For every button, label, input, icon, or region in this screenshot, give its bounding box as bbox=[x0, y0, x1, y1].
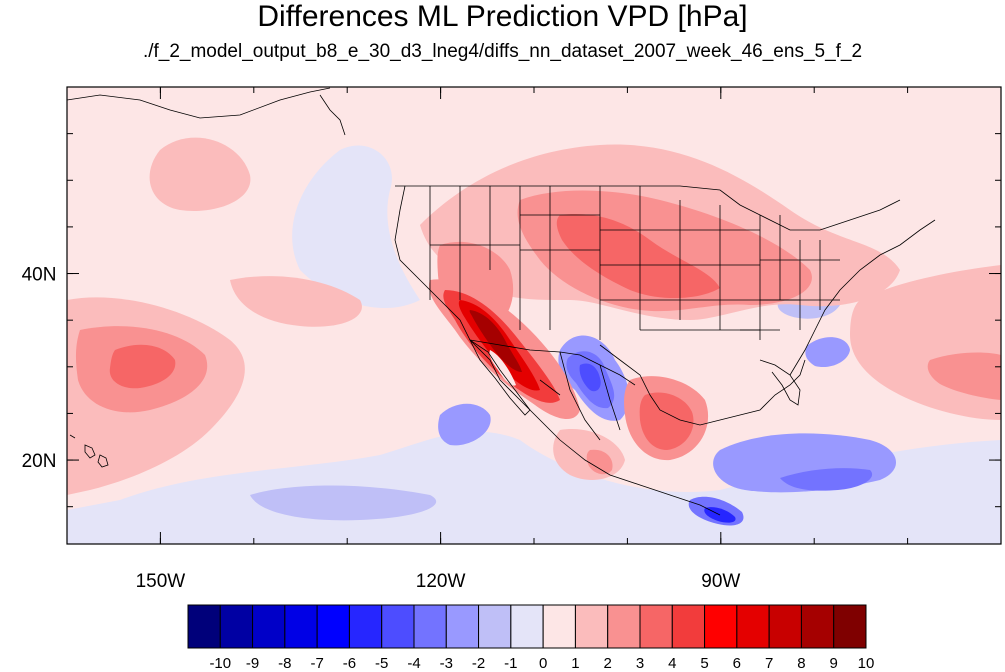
map-ticks bbox=[66, 86, 1002, 544]
colorbar-label: -6 bbox=[343, 655, 356, 672]
state-lines-west bbox=[429, 186, 600, 330]
positive-anomaly-regions bbox=[67, 137, 1001, 495]
red-region-baja-inner bbox=[489, 350, 516, 386]
colorbar-swatch bbox=[736, 604, 770, 649]
colorbar-swatch bbox=[348, 604, 383, 649]
x-tick-label: 90W bbox=[701, 571, 740, 592]
colorbar-swatch bbox=[574, 604, 609, 649]
colorbar-swatch bbox=[316, 604, 350, 649]
red-region-pacific-coast-south bbox=[586, 449, 613, 475]
colorbar-label: -3 bbox=[440, 655, 453, 672]
blue-region-caribbean-core bbox=[780, 468, 873, 491]
red-region-gulf-core bbox=[639, 392, 694, 450]
colorbar-label: -1 bbox=[504, 655, 517, 672]
colorbar-swatch bbox=[542, 604, 576, 649]
mexico-state-lines bbox=[539, 351, 621, 441]
colorbar-swatch bbox=[445, 604, 480, 649]
map-plot-area bbox=[67, 87, 1001, 544]
colorbar-swatch bbox=[607, 604, 641, 649]
colorbar-label: 5 bbox=[700, 655, 708, 672]
political-boundaries bbox=[67, 87, 936, 516]
blue-region-east-pacific-band bbox=[250, 485, 437, 521]
colorbar-label: 2 bbox=[604, 655, 612, 672]
colorbar-label: 10 bbox=[858, 655, 875, 672]
negative-anomaly-regions bbox=[67, 145, 1001, 544]
colorbar-label: -7 bbox=[310, 655, 323, 672]
colorbar-swatch bbox=[510, 604, 544, 649]
colorbar-label: -9 bbox=[246, 655, 259, 672]
y-tick-label: 20N bbox=[22, 451, 57, 472]
x-tick-label: 120W bbox=[416, 571, 466, 592]
state-lines-east bbox=[740, 215, 840, 331]
colorbar-labels: -10 -9 -8 -7 -6 -5 -4 -3 -2 -1 0 1 2 3 4 5 6 7 8 9 10 bbox=[209, 655, 874, 672]
gulf-coastline bbox=[599, 344, 806, 426]
colorbar-swatch bbox=[284, 604, 318, 649]
colorbar-swatch bbox=[833, 604, 867, 649]
blue-region-baja-offshore bbox=[438, 403, 491, 446]
blue-region-subtropical-pacific bbox=[292, 145, 420, 309]
colorbar-swatch bbox=[800, 604, 835, 649]
colorbar-label: -2 bbox=[472, 655, 485, 672]
colorbar-label: 1 bbox=[571, 655, 579, 672]
colorbar-swatch bbox=[704, 604, 738, 649]
colorbar-swatch bbox=[219, 604, 254, 649]
colorbar-label: 0 bbox=[539, 655, 547, 672]
us-mexico-border bbox=[469, 339, 636, 386]
colorbar-swatch bbox=[381, 604, 415, 649]
colorbar-label: 9 bbox=[830, 655, 838, 672]
colorbar-swatch bbox=[252, 604, 286, 649]
red-region-california-peak bbox=[469, 310, 522, 372]
colorbar-swatch bbox=[478, 604, 512, 649]
red-region-hawaii-core bbox=[109, 344, 176, 389]
blue-region-northern-mexico-peak bbox=[579, 363, 601, 392]
colorbar-swatch bbox=[671, 604, 706, 649]
colorbar-label: 4 bbox=[668, 655, 676, 672]
map-tick-labels: 150W 120W 90W 40N 20N bbox=[22, 265, 741, 592]
west-coastline bbox=[394, 185, 721, 516]
x-tick-label: 150W bbox=[136, 571, 186, 592]
red-region-pacific-band bbox=[230, 276, 362, 327]
colorbar-label: -4 bbox=[407, 655, 420, 672]
baja-coastline bbox=[468, 338, 531, 416]
hawaii-islands bbox=[69, 434, 109, 468]
canada-coastline bbox=[67, 87, 346, 136]
east-coastline bbox=[789, 219, 936, 376]
colorbar-label: 7 bbox=[765, 655, 773, 672]
florida-coastline bbox=[759, 359, 801, 406]
colorbar-swatch bbox=[768, 604, 802, 649]
red-region-atlantic-mid bbox=[927, 352, 1001, 400]
map-title: Differences ML Prediction VPD [hPa] bbox=[257, 0, 748, 33]
colorbar-label: -10 bbox=[209, 655, 231, 672]
colorbar-swatch bbox=[187, 604, 221, 649]
colorbar-label: 8 bbox=[797, 655, 805, 672]
colorbar-label: 6 bbox=[733, 655, 741, 672]
state-lines-central bbox=[599, 186, 800, 340]
colorbar-swatch bbox=[639, 604, 673, 649]
map-subtitle: ./f_2_model_output_b8_e_30_d3_lneg4/diff… bbox=[142, 41, 863, 62]
colorbar-label: -5 bbox=[375, 655, 388, 672]
blue-region-southeast-coast bbox=[805, 337, 850, 368]
red-region-north-pacific bbox=[149, 137, 251, 211]
colorbar-label: -8 bbox=[278, 655, 291, 672]
red-region-plains-core bbox=[556, 214, 720, 299]
colorbar bbox=[187, 604, 867, 649]
colorbar-swatch bbox=[413, 604, 447, 649]
y-tick-label: 40N bbox=[22, 265, 57, 286]
colorbar-label: 3 bbox=[636, 655, 644, 672]
